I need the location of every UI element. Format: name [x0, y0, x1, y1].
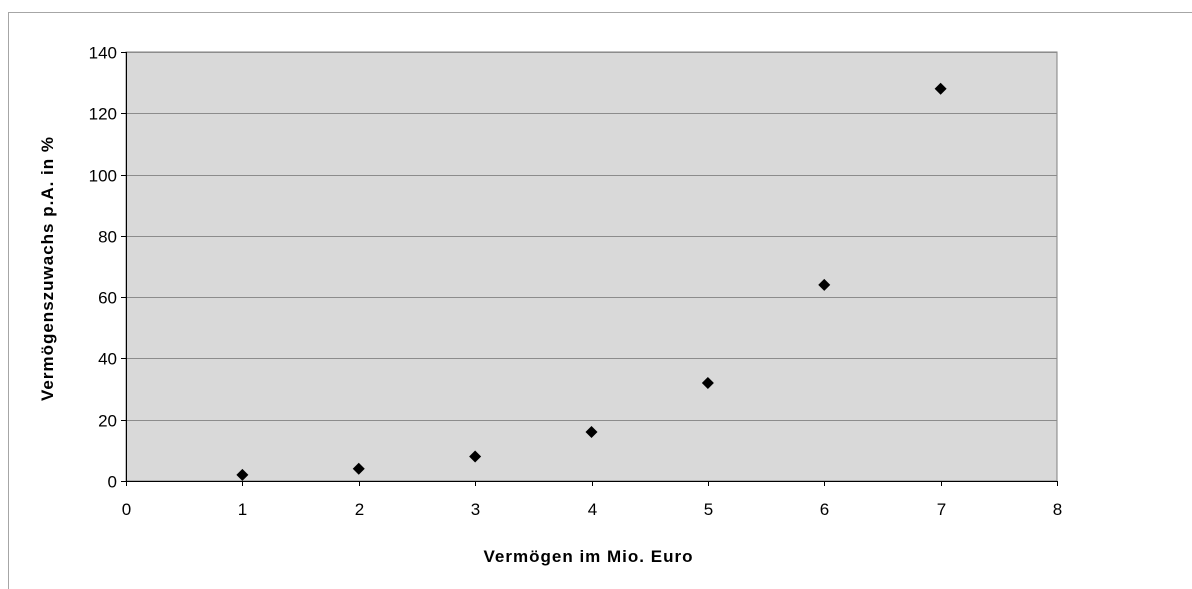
y-tick-label: 120: [89, 105, 117, 124]
data-point: [934, 82, 947, 95]
data-point: [352, 462, 365, 475]
x-tick-label: 0: [122, 500, 131, 519]
y-axis-title: Vermögenszuwachs p.A. in %: [38, 136, 57, 401]
x-tick-label: 2: [355, 500, 364, 519]
x-tick-label: 3: [471, 500, 480, 519]
x-tick-label: 4: [588, 500, 597, 519]
y-tick-label: 40: [98, 350, 117, 369]
x-tick-label: 7: [937, 500, 946, 519]
y-tick-label: 80: [98, 228, 117, 247]
data-point: [585, 425, 598, 438]
x-tick-label: 8: [1053, 500, 1062, 519]
plot-area: [125, 51, 1058, 482]
x-tick-label: 6: [820, 500, 829, 519]
y-tick-label: 60: [98, 289, 117, 308]
gridlines: [126, 52, 1057, 421]
data-points: [236, 82, 947, 481]
axes: 0 20 40 60 80 100 120 140 0 1 2 3 4 5 6 7 8: [89, 44, 1063, 520]
y-tick-label: 20: [98, 412, 117, 431]
x-tick-label: 1: [238, 500, 247, 519]
chart-frame: [8, 12, 1192, 589]
y-tick-label: 0: [108, 473, 117, 492]
y-tick-label: 100: [89, 167, 117, 186]
x-tick-label: 5: [704, 500, 713, 519]
data-point: [469, 450, 482, 463]
data-point: [236, 468, 249, 481]
data-point: [701, 376, 714, 389]
data-point: [818, 278, 831, 291]
x-axis-title: Vermögen im Mio. Euro: [484, 547, 694, 566]
y-tick-label: 140: [89, 44, 117, 63]
